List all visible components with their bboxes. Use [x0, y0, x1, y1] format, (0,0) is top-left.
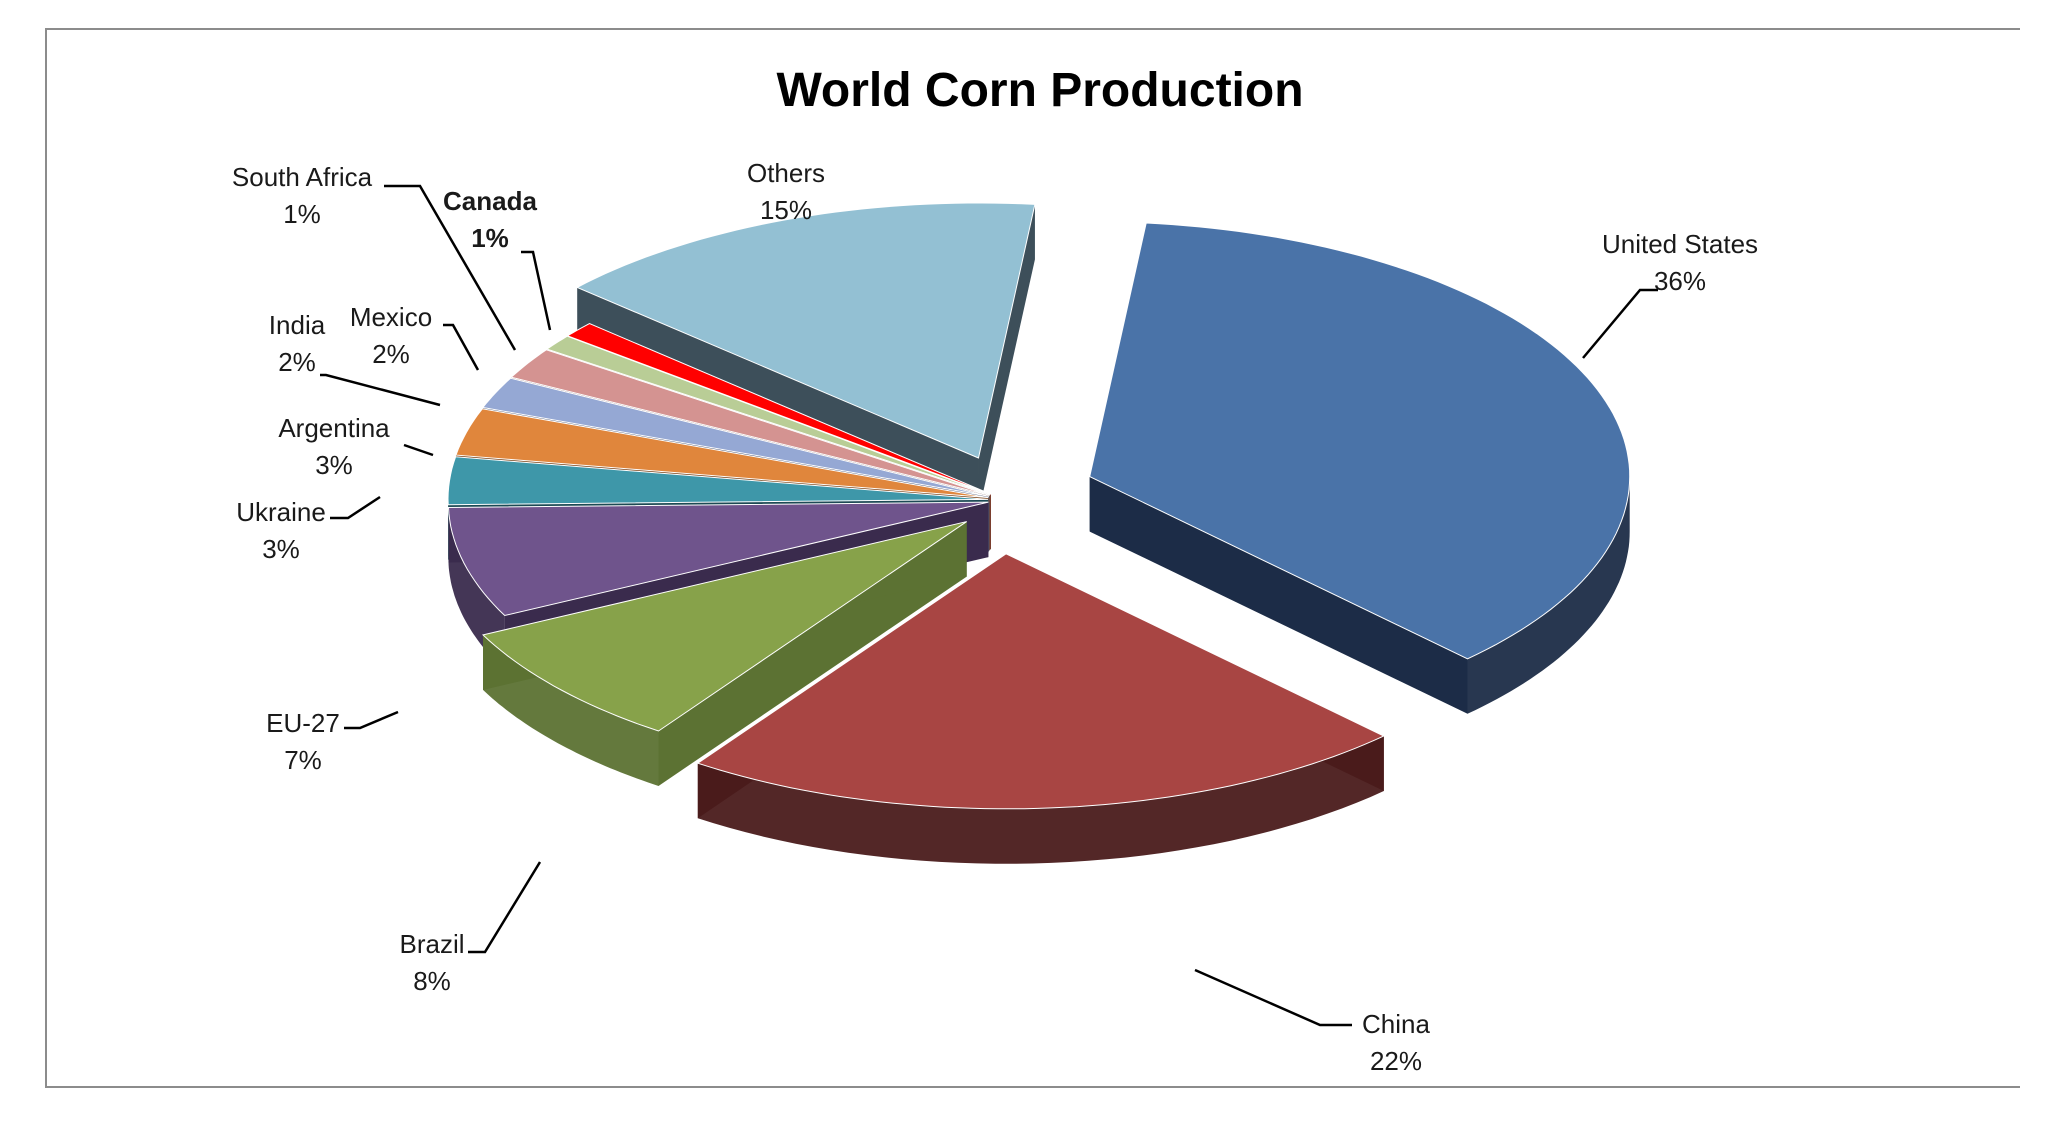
- leader-line-india: [320, 373, 441, 407]
- slice-india: [481, 377, 990, 497]
- chart-area: [45, 28, 2020, 1088]
- slice-united-states: [1089, 222, 1631, 660]
- data-label-name-others: Others: [747, 158, 825, 188]
- slice-argentina: [455, 408, 989, 499]
- data-label-value-ukraine: 3%: [262, 534, 300, 564]
- data-label-name-argentina: Argentina: [278, 413, 390, 443]
- leader-line-united-states: [1582, 288, 1658, 359]
- leader-line-china: [1194, 968, 1352, 1027]
- data-label-value-china: 22%: [1370, 1046, 1422, 1076]
- data-label-value-argentina: 3%: [315, 450, 353, 480]
- data-label-name-india: India: [269, 310, 326, 340]
- data-label-value-mexico: 2%: [372, 339, 410, 369]
- data-labels: United States 36% China 22% Brazil 8% EU-27 7% U…: [232, 158, 1758, 1076]
- data-label-value-eu-27: 7%: [284, 745, 322, 775]
- slice-eu-27: [447, 501, 989, 617]
- leader-line-eu-27: [344, 710, 399, 730]
- slice-tops: [447, 202, 1631, 810]
- leader-line-south-africa: [384, 184, 517, 351]
- leader-lines: [320, 184, 1658, 1027]
- data-label-value-canada: 1%: [471, 223, 509, 253]
- data-label-value-united-states: 36%: [1654, 266, 1706, 296]
- data-label-value-india: 2%: [278, 347, 316, 377]
- chart-title: World Corn Production: [776, 64, 1303, 117]
- slice-ukraine: [447, 456, 989, 506]
- slice-canada: [566, 323, 992, 495]
- data-label-name-canada: Canada: [443, 186, 537, 216]
- data-label-name-united-states: United States: [1602, 229, 1758, 259]
- data-label-value-others: 15%: [760, 195, 812, 225]
- slice-south-africa: [545, 335, 991, 496]
- data-label-name-eu-27: EU-27: [266, 708, 340, 738]
- data-label-name-south-africa: South Africa: [232, 162, 373, 192]
- leader-line-brazil: [468, 861, 542, 954]
- leader-line-canada: [521, 250, 552, 331]
- leader-line-argentina: [403, 443, 434, 457]
- leader-line-mexico: [443, 323, 480, 371]
- data-label-name-ukraine: Ukraine: [236, 497, 326, 527]
- data-label-value-south-africa: 1%: [283, 199, 321, 229]
- data-label-name-china: China: [1362, 1009, 1430, 1039]
- leader-line-ukraine: [330, 495, 381, 520]
- slice-brazil: [481, 521, 967, 732]
- slice-mexico: [510, 349, 990, 496]
- data-label-name-brazil: Brazil: [399, 929, 464, 959]
- slice-china: [696, 553, 1385, 810]
- data-label-value-brazil: 8%: [413, 966, 451, 996]
- data-label-name-mexico: Mexico: [350, 302, 432, 332]
- slice-others: [576, 202, 1036, 459]
